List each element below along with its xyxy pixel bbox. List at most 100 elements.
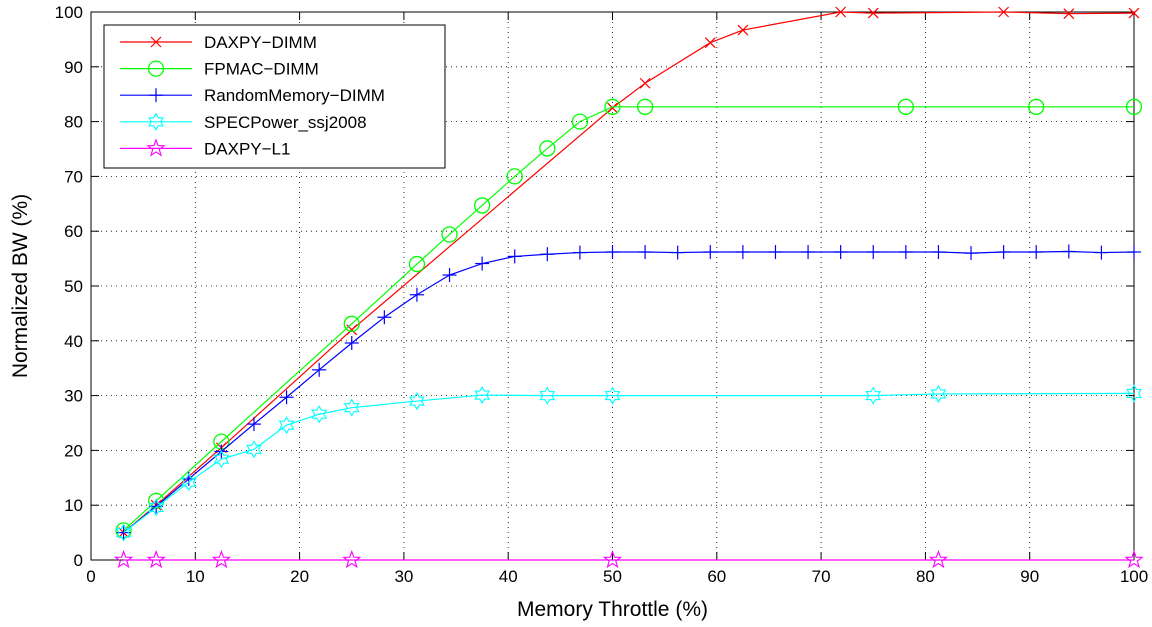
data-point	[833, 245, 848, 260]
marker-stroke	[346, 324, 358, 336]
data-point	[113, 549, 134, 569]
data-point	[213, 450, 230, 469]
data-point	[474, 385, 491, 405]
data-point	[148, 498, 165, 517]
data-point	[703, 245, 718, 260]
y-tick-label: 10	[64, 496, 83, 515]
data-point	[867, 7, 879, 19]
data-point	[278, 416, 295, 435]
legend-box	[103, 24, 446, 169]
data-point	[343, 398, 360, 417]
legend-marker	[150, 36, 162, 48]
marker-stroke	[835, 6, 847, 18]
legend-marker	[148, 112, 164, 131]
data-point	[835, 6, 847, 18]
data-point	[964, 246, 979, 261]
legend-item: DAXPY−L1	[120, 138, 290, 158]
data-point	[246, 440, 262, 459]
data-point	[735, 245, 750, 260]
data-point	[409, 391, 425, 411]
data-point	[409, 287, 424, 302]
legend-label: DAXPY−DIMM	[204, 33, 317, 52]
data-point	[1127, 245, 1141, 260]
data-point	[344, 335, 359, 350]
data-point	[507, 249, 522, 264]
data-point	[607, 102, 618, 114]
data-point	[605, 245, 620, 260]
data-point	[1029, 245, 1044, 260]
data-point	[898, 245, 913, 260]
data-point	[539, 140, 556, 157]
x-tick-label: 50	[603, 567, 622, 586]
data-point	[639, 77, 651, 89]
data-point	[279, 390, 294, 405]
data-point	[638, 245, 653, 260]
data-point	[1125, 98, 1143, 115]
x-tick-label: 60	[707, 567, 726, 586]
y-tick-label: 50	[64, 277, 83, 296]
y-tick-label: 100	[55, 3, 83, 22]
data-point	[865, 386, 882, 405]
data-point	[704, 37, 716, 49]
data-point	[1028, 98, 1045, 115]
x-tick-label: 80	[916, 567, 935, 586]
legend-marker	[146, 138, 166, 157]
legend-marker	[149, 88, 163, 103]
data-point	[441, 226, 458, 243]
series-line	[123, 392, 1135, 534]
data-point	[539, 386, 556, 405]
legend-item: FPMAC−DIMM	[120, 60, 319, 79]
data-point	[897, 98, 914, 115]
data-point	[930, 384, 947, 404]
data-point	[115, 523, 132, 542]
data-point	[311, 405, 328, 424]
data-point	[1126, 384, 1142, 403]
y-tick-label: 20	[64, 441, 83, 460]
x-tick-label: 0	[86, 567, 95, 586]
legend-item: SPECPower_ssj2008	[120, 112, 367, 132]
data-point	[342, 549, 362, 569]
data-point	[1128, 7, 1140, 19]
marker-stroke	[150, 36, 162, 48]
y-tick-label: 60	[64, 222, 83, 241]
marker-stroke	[1063, 8, 1075, 20]
series-1	[115, 98, 1143, 539]
legend-label: SPECPower_ssj2008	[204, 113, 367, 132]
x-axis-title: Memory Throttle (%)	[517, 598, 708, 621]
data-point	[377, 310, 392, 325]
legend-item: DAXPY−DIMM	[120, 33, 317, 52]
data-point	[408, 255, 426, 273]
data-series	[113, 6, 1144, 569]
y-tick-label: 40	[64, 332, 83, 351]
data-point	[1094, 245, 1109, 260]
y-tick-label: 0	[74, 551, 83, 570]
x-tick-label: 70	[812, 567, 831, 586]
marker-stroke	[704, 37, 716, 49]
legend-label: RandomMemory−DIMM	[204, 86, 385, 105]
data-point	[604, 98, 621, 115]
data-point	[506, 168, 523, 185]
data-point	[998, 6, 1010, 18]
series-4	[113, 549, 1144, 569]
x-tick-label: 20	[290, 567, 309, 586]
y-tick-label: 80	[64, 113, 83, 132]
legend-marker	[147, 60, 165, 77]
legend-item: RandomMemory−DIMM	[120, 86, 385, 105]
x-tick-label: 10	[186, 567, 205, 586]
marker-stroke	[1128, 7, 1140, 19]
data-point	[928, 549, 949, 569]
y-axis-title: Normalized BW (%)	[9, 194, 32, 378]
data-point	[246, 417, 261, 432]
data-point	[146, 549, 166, 569]
data-point	[636, 98, 654, 115]
data-point	[768, 245, 783, 260]
marker-stroke	[639, 77, 651, 89]
x-tick-label: 100	[1120, 567, 1148, 586]
data-point	[211, 549, 231, 569]
data-point	[180, 473, 197, 492]
legend: DAXPY−DIMM FPMAC−DIMM RandomMemory−DIMM SPE…	[103, 24, 446, 169]
data-point	[604, 386, 621, 405]
legend-label: FPMAC−DIMM	[204, 60, 319, 79]
series-line	[123, 106, 1134, 531]
